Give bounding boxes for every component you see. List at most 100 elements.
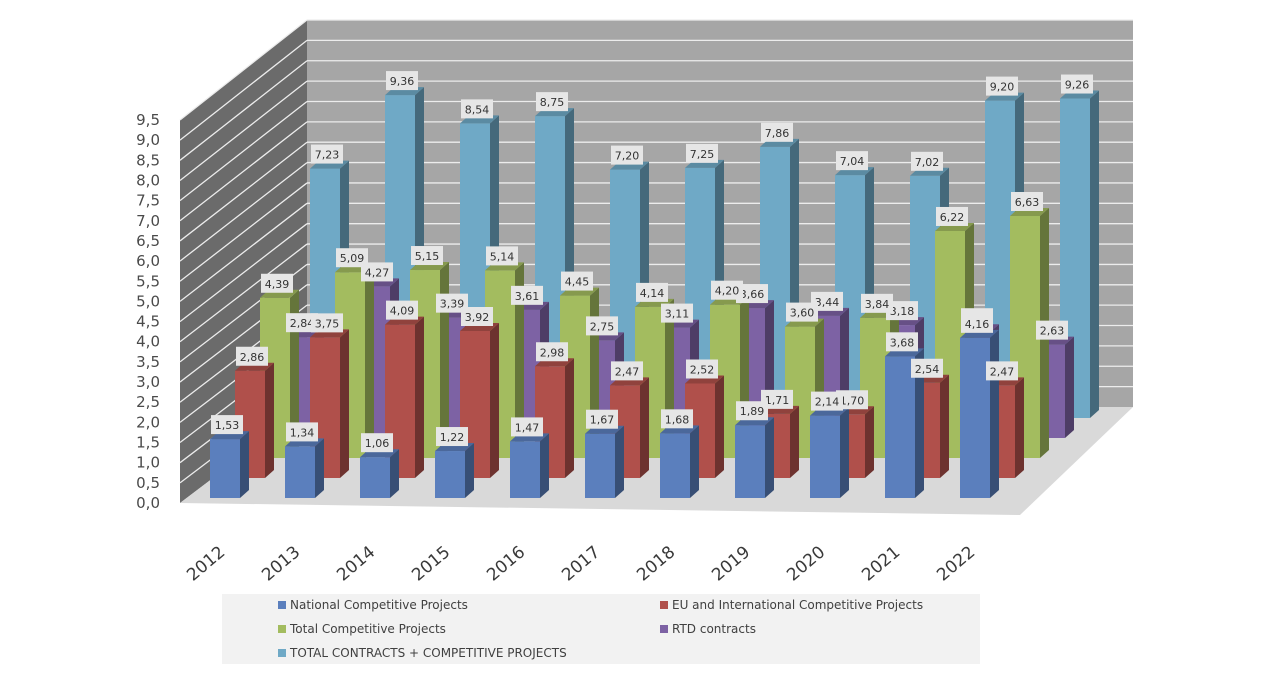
data-label-text: 6,63 — [1015, 196, 1040, 209]
bar-side — [490, 323, 499, 478]
data-label-box — [436, 293, 468, 313]
data-label: 3,66 — [736, 284, 768, 304]
bar-front — [585, 433, 615, 498]
data-label-text: 2,75 — [590, 320, 615, 333]
data-label-box — [461, 307, 493, 326]
y-tick-label: 7,0 — [136, 212, 160, 230]
bar-side — [315, 438, 324, 498]
data-label-box — [211, 415, 243, 435]
bar-side — [390, 449, 399, 498]
legend-item-rtd: RTD contracts — [660, 622, 756, 636]
data-label: 5,09 — [336, 248, 368, 268]
gridline-side — [179, 80, 308, 181]
data-label-box — [461, 99, 493, 119]
bar-front — [885, 356, 915, 498]
x-tick-label: 2020 — [783, 542, 829, 585]
data-label: 8,75 — [536, 92, 568, 112]
data-label: 3,92 — [461, 307, 493, 326]
data-label-box — [511, 285, 543, 305]
data-label: 2,14 — [811, 391, 843, 411]
data-label-text: 1,47 — [515, 421, 540, 434]
data-label-text: 7,25 — [690, 148, 715, 161]
data-label: 2,75 — [586, 316, 618, 336]
bar-front — [360, 457, 390, 498]
data-label-text: 4,27 — [365, 266, 390, 279]
data-label-text: 2,86 — [240, 351, 265, 364]
data-label: 1,68 — [661, 409, 693, 429]
bar-side — [1065, 336, 1074, 438]
data-label-box — [1036, 320, 1068, 340]
bar-side — [715, 375, 724, 478]
data-label-box — [886, 301, 918, 321]
bar-side — [915, 348, 924, 498]
gridline-side — [179, 202, 308, 302]
data-label: 2,86 — [236, 346, 268, 366]
data-label: 8,54 — [461, 99, 493, 119]
y-tick-label: 8,0 — [136, 171, 160, 189]
x-tick-label: 2018 — [633, 542, 679, 585]
y-tick-label: 4,5 — [136, 313, 160, 331]
x-axis: 2012 2013 2014 2015 2016 2017 2018 2019 2020 2021… — [183, 542, 979, 585]
gridline-side — [179, 100, 308, 202]
y-tick-label: 2,5 — [136, 393, 160, 411]
data-label-text: 3,18 — [890, 305, 915, 318]
data-labels: 7,23 9,36 8,54 8,75 7,20 7,25 7,86 7,04 7,02 9,20… — [211, 71, 1093, 453]
data-label-text: 5,09 — [340, 252, 365, 265]
data-label-text: 1,06 — [365, 437, 390, 450]
data-label-box — [686, 359, 718, 379]
data-label-box — [361, 262, 393, 282]
gridline-side — [179, 162, 308, 262]
data-label: 2,63 — [1036, 320, 1068, 340]
y-tick-label: 8,5 — [136, 151, 160, 169]
bar-side — [240, 431, 249, 498]
legend-swatch-eu — [660, 601, 668, 609]
bar-front — [435, 451, 465, 498]
data-label: 2,98 — [536, 342, 568, 362]
data-label: 2,84 — [286, 313, 318, 333]
bar-side — [790, 405, 799, 478]
data-label: 1,22 — [436, 427, 468, 447]
data-label: 3,18 — [886, 301, 918, 321]
data-label-text: 4,14 — [640, 287, 665, 300]
data-label-box — [736, 401, 768, 421]
y-axis: 0,0 0,5 1,0 1,5 2,0 2,5 3,0 3,5 4,0 4,5 5,0 5,5 6,0 6… — [136, 111, 160, 512]
data-label-text: 3,11 — [665, 308, 690, 321]
data-label-box — [661, 409, 693, 429]
data-label: 4,27 — [361, 262, 393, 282]
data-label-box — [811, 291, 843, 311]
bar-front — [660, 433, 690, 498]
y-tick-label: 7,5 — [136, 192, 160, 210]
bar-side — [340, 329, 349, 478]
data-label-text: 7,04 — [840, 155, 865, 168]
data-label-box — [611, 361, 643, 381]
data-label-box — [936, 206, 968, 226]
data-label-text: 8,75 — [540, 96, 565, 109]
legend: National Competitive Projects EU and Int… — [222, 594, 980, 664]
x-tick-label: 2013 — [258, 542, 304, 585]
data-label-text: 1,70 — [840, 394, 865, 407]
legend-swatch-rtd — [660, 625, 668, 633]
bar-front — [510, 441, 540, 498]
data-label-box — [711, 280, 743, 300]
legend-label: EU and International Competitive Project… — [672, 598, 924, 612]
data-label-text: 5,15 — [415, 250, 440, 263]
data-label-box — [886, 332, 918, 352]
data-label-box — [586, 409, 618, 429]
data-label-box — [486, 246, 518, 266]
data-label-box — [986, 76, 1018, 96]
data-label-box — [911, 358, 943, 378]
data-label-box — [536, 342, 568, 362]
data-label-box — [586, 316, 618, 336]
data-label-box — [761, 122, 793, 142]
gridline-side — [179, 39, 308, 141]
data-label: 1,06 — [361, 433, 393, 453]
data-label-box — [386, 300, 418, 320]
data-label-text: 4,45 — [565, 276, 590, 289]
bar — [360, 449, 399, 498]
bar-front — [285, 446, 315, 498]
data-label-text: 3,92 — [465, 311, 490, 324]
data-label: 2,47 — [611, 361, 643, 381]
y-tick-label: 9,5 — [136, 111, 160, 129]
data-label: 1,89 — [736, 401, 768, 421]
bar-side — [515, 262, 524, 458]
